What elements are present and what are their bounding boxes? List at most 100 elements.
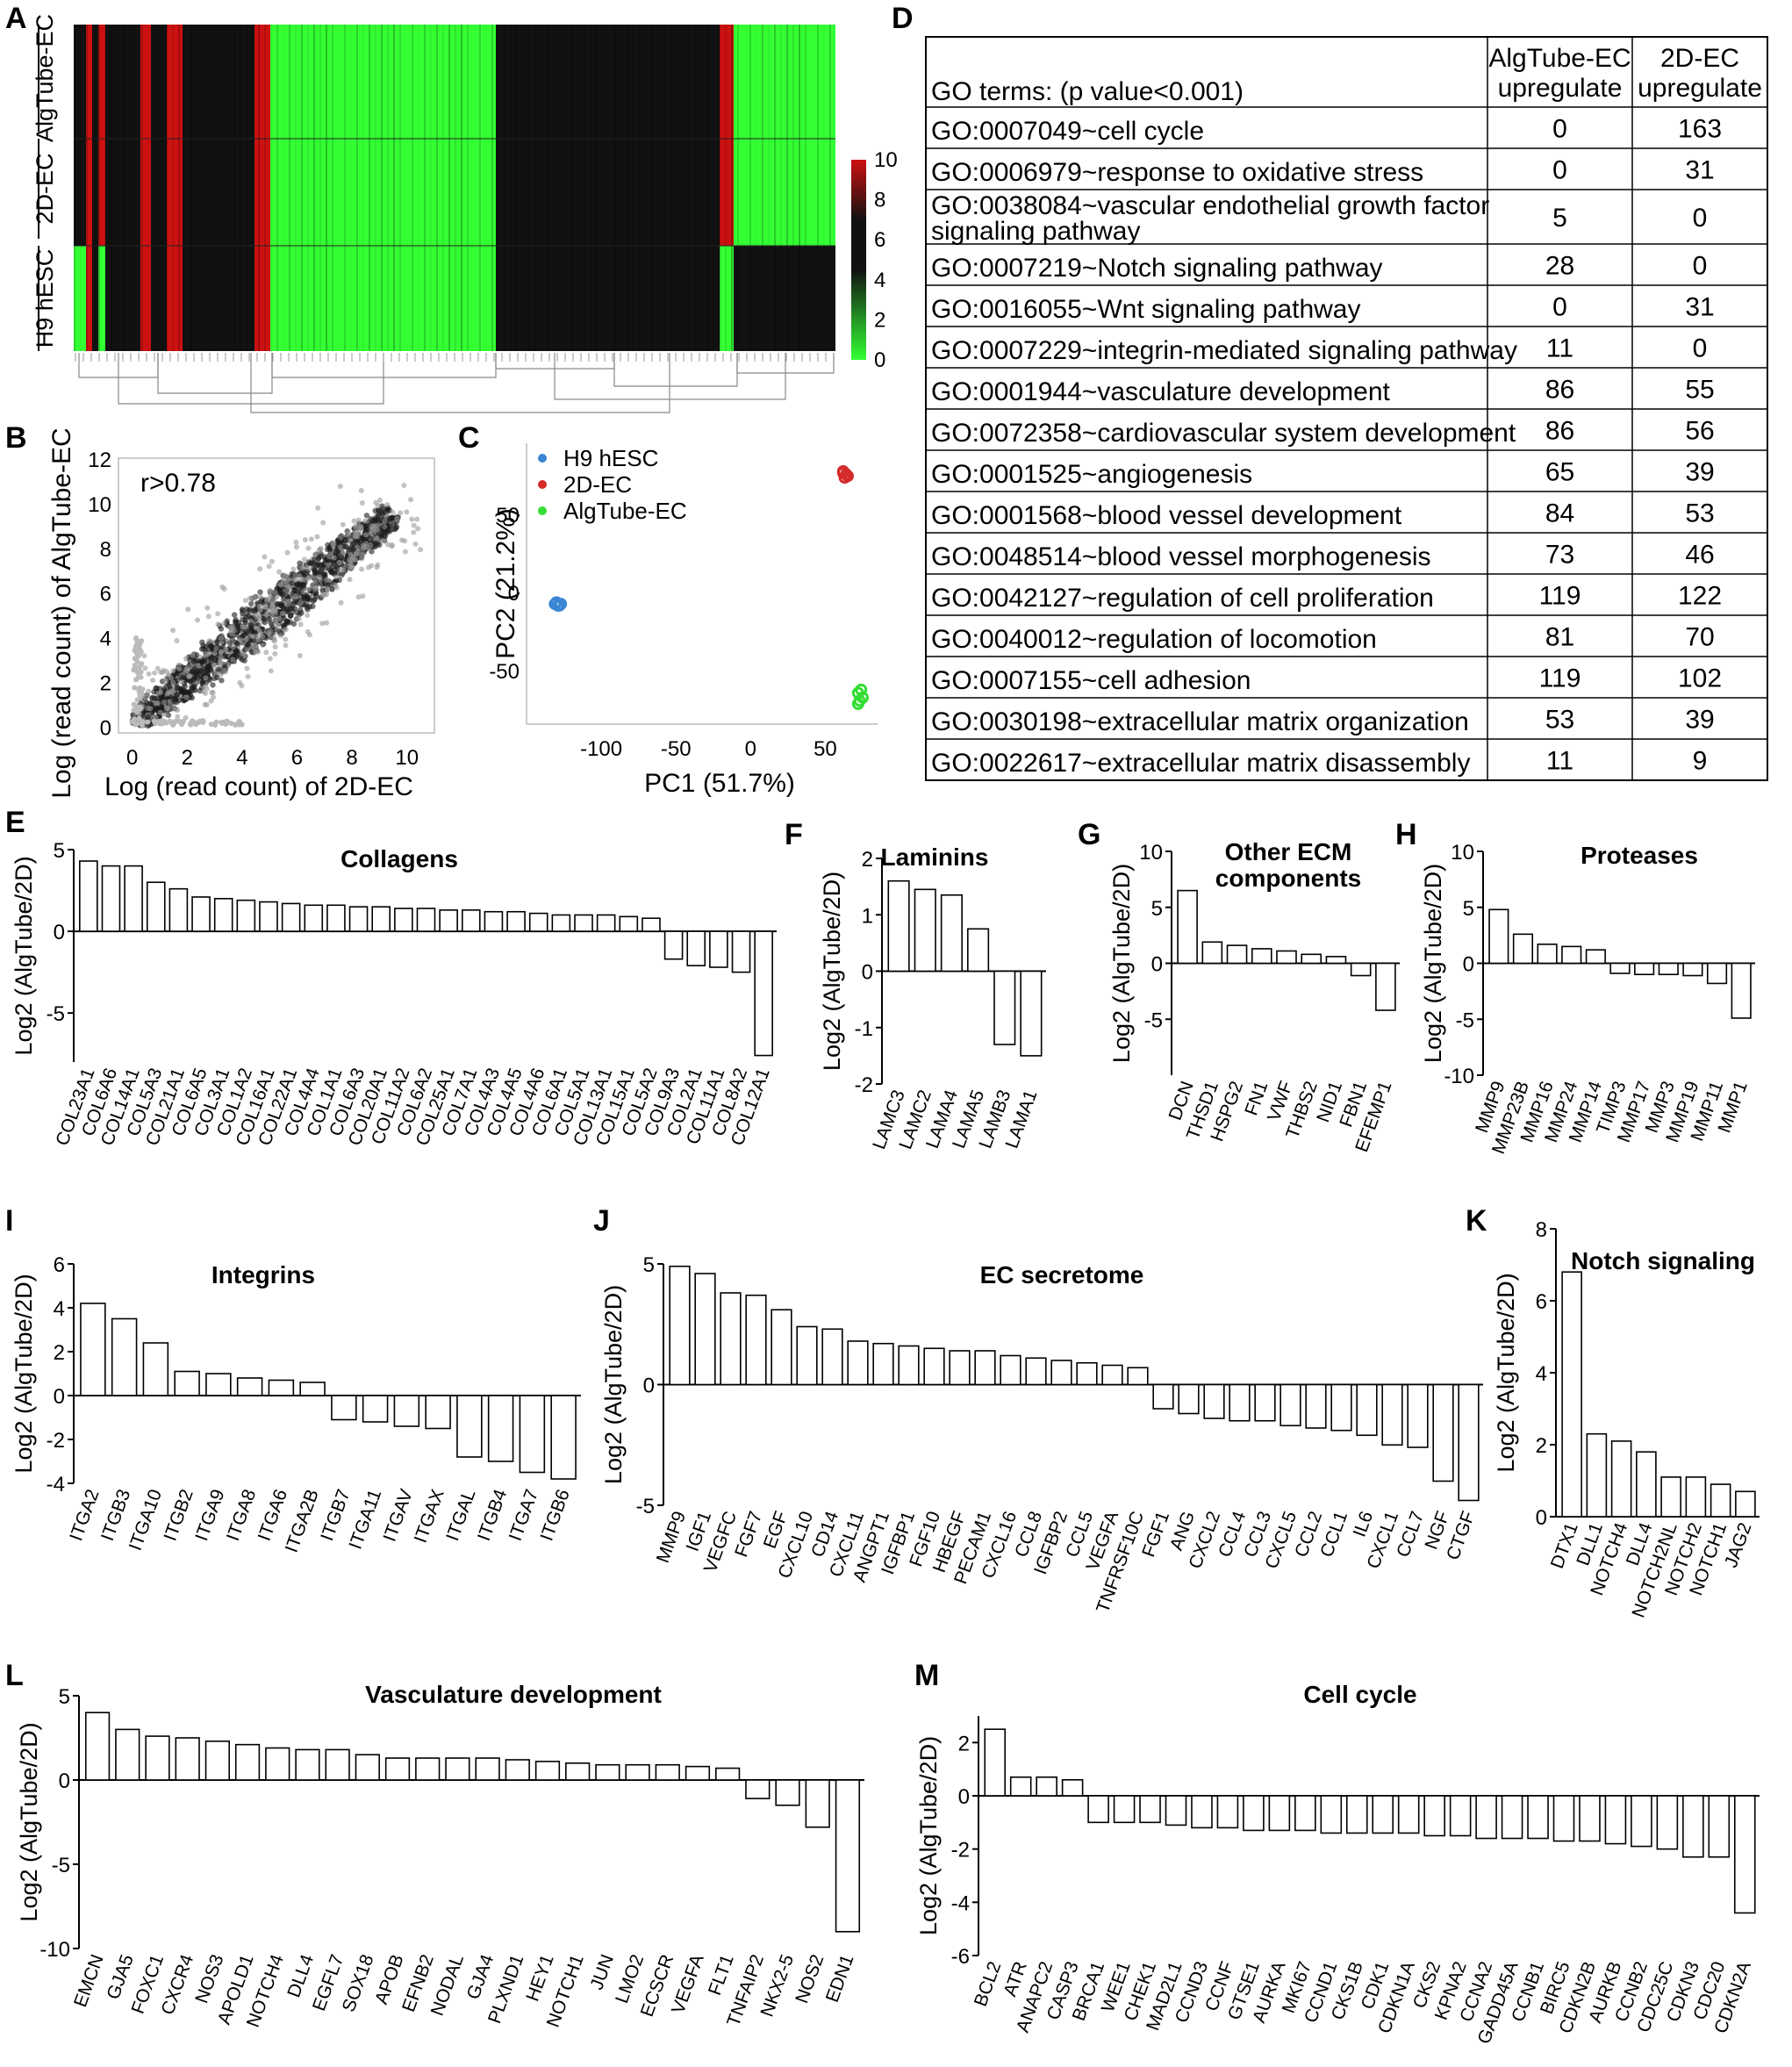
scatter-b-point <box>243 614 249 621</box>
scatter-b-point <box>258 599 264 605</box>
scatter-b-point <box>329 586 335 592</box>
scatter-b-point <box>241 624 247 630</box>
y-tick-label: -2 <box>855 1073 873 1097</box>
bar <box>1036 1776 1057 1797</box>
heatmap-stripe <box>498 25 499 351</box>
scatter-b-point <box>283 642 289 649</box>
bar <box>204 1740 231 1781</box>
scatter-b-point <box>337 484 343 490</box>
heatmap-stripe <box>375 25 376 351</box>
scatter-b-point <box>257 594 263 600</box>
scatter-b-point <box>375 517 382 523</box>
go-count-2d: 53 <box>1685 499 1714 528</box>
scatter-b-point <box>251 594 257 600</box>
heatmap-stripe <box>276 25 278 351</box>
heatmap-stripe <box>627 25 628 351</box>
y-tick-label: 6 <box>1536 1290 1547 1314</box>
scatter-b-point <box>195 617 201 623</box>
y-tick-label: -2 <box>951 1839 970 1862</box>
y-tick-label: -6 <box>951 1945 970 1969</box>
go-term: GO:0006979~response to oxidative stress <box>931 158 1423 187</box>
bar-chart-g: 1050-5DCNTHSD1HSPG2FN1VWFTHBS2NID1FBN1EF… <box>1108 838 1400 1155</box>
bar-chart-h: 1050-5-10MMP9MMP23BMMP16MMP24MMP14TIMP3M… <box>1420 841 1755 1157</box>
bar <box>1356 1383 1378 1437</box>
go-count-2d: 56 <box>1685 417 1714 446</box>
heatmap-cell <box>183 25 254 246</box>
scatter-b-point <box>257 589 263 595</box>
scatter-b-point <box>247 622 254 628</box>
scatter-b-point <box>347 577 353 583</box>
bar <box>1656 1795 1679 1850</box>
heatmap-stripe <box>706 25 708 351</box>
heatmap-stripe <box>362 25 364 351</box>
scatter-b-point <box>255 637 262 643</box>
bar <box>475 1757 500 1781</box>
scatter-b-point <box>376 506 382 513</box>
scatter-b-point <box>297 621 304 628</box>
go-count-algtube: 86 <box>1545 417 1574 446</box>
scatter-b-point <box>139 661 145 667</box>
bar <box>145 1735 170 1781</box>
go-term: GO:0022617~extracellular matrix disassem… <box>931 749 1470 778</box>
bar <box>124 865 143 932</box>
row-label-h9: H9 hESC <box>32 249 58 348</box>
scatter-b-point <box>305 559 312 565</box>
heatmap-stripe <box>424 25 426 351</box>
y-tick-label: 5 <box>643 1253 655 1277</box>
bar <box>565 1762 591 1781</box>
go-count-algtube: 11 <box>1546 334 1573 363</box>
scatter-b-point <box>341 543 348 550</box>
y-tick-label: -10 <box>39 1938 70 1962</box>
heatmap-stripe <box>786 25 788 351</box>
bar <box>1682 1795 1704 1858</box>
panel-a: A AlgTube-EC 2D-EC H9 hESC 10 8 6 4 2 0 <box>5 2 898 413</box>
heatmap-stripe <box>270 25 272 351</box>
panel-c-letter: C <box>458 421 480 455</box>
bar <box>1537 944 1558 965</box>
y-tick-label: 2 <box>1536 1434 1547 1458</box>
scatter-b-ytick: 10 <box>88 493 111 517</box>
go-header-term: GO terms: (p value<0.001) <box>931 77 1244 106</box>
y-axis-label: Log2 (AlgTube/2D) <box>1493 1273 1519 1472</box>
category-label: EMCN <box>70 1952 108 2010</box>
bar <box>115 1728 140 1781</box>
scatter-b-point <box>331 555 337 561</box>
scatter-b-point <box>161 699 168 706</box>
bar <box>505 1759 530 1781</box>
bar <box>1050 1360 1072 1386</box>
scatter-b-point <box>197 667 204 674</box>
go-term: GO:0016055~Wnt signaling pathway <box>931 295 1360 324</box>
scatter-b-point <box>249 634 255 640</box>
bar <box>663 930 684 960</box>
category-label: DLL4 <box>283 1952 318 2000</box>
bar <box>281 902 301 932</box>
bar <box>1101 1364 1123 1386</box>
scatter-b-point <box>244 665 250 671</box>
scatter-b-point <box>337 544 343 550</box>
bar <box>1020 970 1043 1057</box>
heatmap-stripe <box>811 25 813 351</box>
scatter-b-point <box>154 700 161 707</box>
scatter-b-point <box>404 509 410 515</box>
bar <box>487 1395 514 1462</box>
scatter-b-point <box>141 653 147 659</box>
go-count-algtube: 0 <box>1552 115 1567 144</box>
heatmap-stripe <box>584 25 585 351</box>
scatter-b-point <box>390 509 396 515</box>
bar <box>236 899 256 932</box>
scatter-b-point <box>146 671 152 677</box>
scatter-b-point <box>360 593 366 599</box>
heatmap-stripe <box>344 25 346 351</box>
panel-j-letter: J <box>593 1204 610 1238</box>
scatter-b-point <box>283 572 289 578</box>
scatter-b-point <box>211 650 218 657</box>
heatmap-stripe <box>319 25 321 351</box>
scatter-b-point <box>308 536 314 542</box>
go-count-algtube: 119 <box>1539 582 1581 611</box>
bar <box>1087 1795 1109 1824</box>
heatmap-stripe <box>258 25 260 351</box>
bar <box>1527 1795 1549 1840</box>
heatmap-stripe <box>590 25 591 351</box>
chart-title: components <box>1215 865 1361 892</box>
